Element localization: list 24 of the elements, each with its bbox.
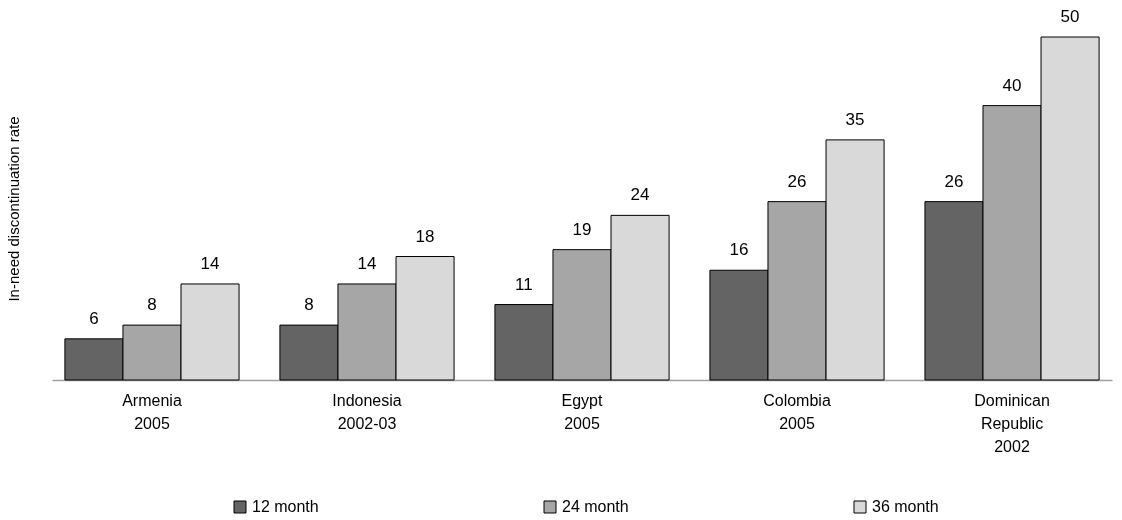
data-label: 14 [200,253,220,273]
data-label: 19 [572,219,592,239]
data-label: 26 [787,171,807,191]
x-tick-label: Indonesia 2002-03 [332,391,402,432]
data-label: 8 [304,295,314,315]
y-axis-title: In-need discontinuation rate [4,116,22,302]
data-label: 50 [1060,7,1080,26]
data-label: 8 [147,295,157,315]
legend-label: 24 month [562,498,629,515]
x-tick-label: Dominican Republic 2002 [974,391,1050,455]
legend-label: 36 month [872,498,939,515]
data-label: 24 [630,185,650,205]
data-label: 16 [729,240,749,260]
data-label: 35 [845,109,865,129]
x-tick-label: Armenia 2005 [122,391,182,432]
x-tick-label: Egypt 2005 [561,391,604,432]
data-label: 14 [357,253,377,273]
data-label: 40 [1002,75,1022,95]
data-label: 11 [515,274,533,294]
data-label: 26 [944,171,964,191]
legend-label: 12 month [252,498,319,515]
data-label: 6 [89,308,99,328]
x-tick-label: Colombia 2005 [763,391,831,432]
data-label: 18 [415,226,435,246]
